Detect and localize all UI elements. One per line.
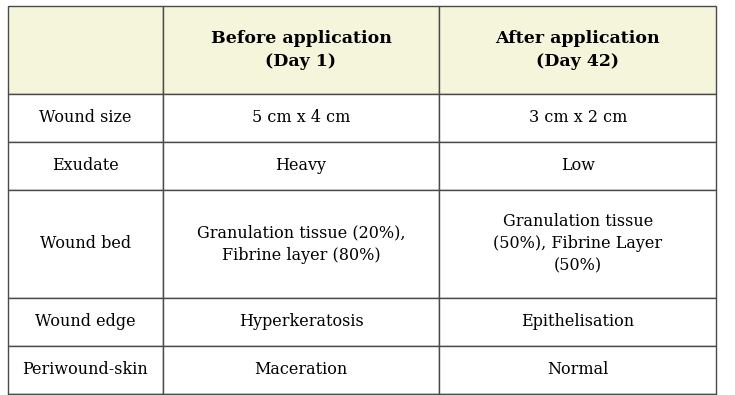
Bar [8, 346, 162, 394]
Bar [162, 6, 440, 94]
Text: After application
(Day 42): After application (Day 42) [495, 30, 660, 70]
Bar [162, 346, 440, 394]
Bar [440, 394, 716, 395]
Bar [8, 6, 162, 94]
Bar [162, 394, 440, 395]
Bar [162, 94, 440, 142]
Bar [440, 142, 716, 190]
Text: Hyperkeratosis: Hyperkeratosis [239, 314, 363, 331]
Bar [162, 298, 440, 346]
Text: Granulation tissue
(50%), Fibrine Layer
(50%): Granulation tissue (50%), Fibrine Layer … [493, 213, 662, 275]
Bar [440, 190, 716, 298]
Text: Before application
(Day 1): Before application (Day 1) [210, 30, 392, 70]
Bar [440, 298, 716, 346]
Text: Granulation tissue (20%),
Fibrine layer (80%): Granulation tissue (20%), Fibrine layer … [197, 224, 405, 263]
Text: 5 cm x 4 cm: 5 cm x 4 cm [252, 109, 350, 126]
Text: Epithelisation: Epithelisation [521, 314, 634, 331]
Bar [8, 142, 162, 190]
Text: Heavy: Heavy [276, 158, 326, 175]
Bar [440, 6, 716, 94]
Text: Wound bed: Wound bed [40, 235, 131, 252]
Bar [440, 346, 716, 394]
Text: Normal: Normal [547, 361, 609, 378]
Text: Wound edge: Wound edge [35, 314, 135, 331]
Bar [162, 190, 440, 298]
Bar [440, 94, 716, 142]
Bar [162, 142, 440, 190]
Text: Periwound-skin: Periwound-skin [23, 361, 148, 378]
Bar [8, 298, 162, 346]
Bar [8, 394, 162, 395]
Text: Maceration: Maceration [254, 361, 348, 378]
Text: Low: Low [561, 158, 595, 175]
Text: Wound size: Wound size [39, 109, 132, 126]
Bar [8, 190, 162, 298]
Bar [8, 94, 162, 142]
Text: Exudate: Exudate [52, 158, 118, 175]
Text: 3 cm x 2 cm: 3 cm x 2 cm [528, 109, 627, 126]
